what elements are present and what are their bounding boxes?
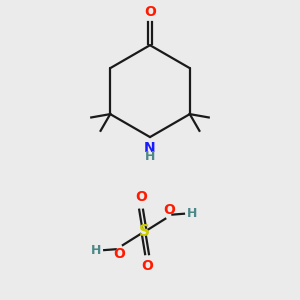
Text: N: N	[144, 141, 156, 154]
Text: H: H	[187, 207, 197, 220]
Text: O: O	[163, 203, 175, 217]
Text: O: O	[135, 190, 147, 204]
Text: O: O	[113, 247, 125, 261]
Text: O: O	[141, 260, 153, 274]
Text: H: H	[91, 244, 101, 257]
Text: S: S	[139, 224, 150, 239]
Text: O: O	[144, 5, 156, 19]
Text: H: H	[145, 150, 155, 163]
